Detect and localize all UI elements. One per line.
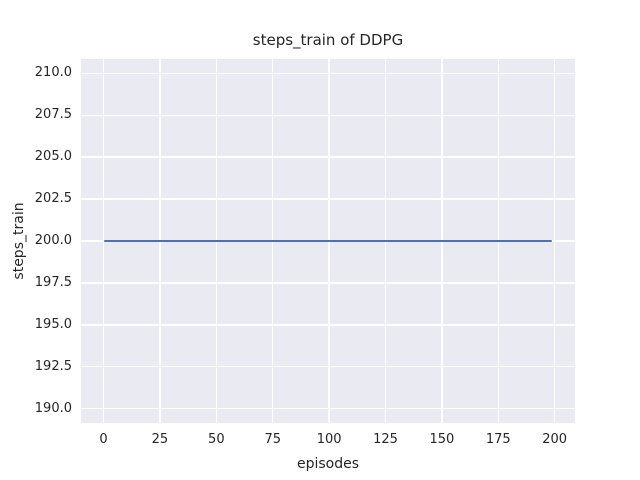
x-tick-label: 25 xyxy=(151,432,169,447)
x-axis-label: episodes xyxy=(296,456,360,472)
y-gridline xyxy=(81,114,575,116)
x-tick-label: 100 xyxy=(316,432,342,447)
y-gridline xyxy=(81,198,575,200)
x-tick-label: 175 xyxy=(485,432,511,447)
y-tick-label: 200.0 xyxy=(34,233,72,248)
x-tick-label: 150 xyxy=(429,432,455,447)
y-tick-label: 207.5 xyxy=(34,107,72,123)
y-tick-label: 190.0 xyxy=(34,400,72,416)
x-tick-label: 50 xyxy=(208,432,225,447)
y-tick-label: 195.0 xyxy=(34,316,72,332)
y-axis-label: steps_train xyxy=(11,202,27,280)
y-tick-label: 197.5 xyxy=(34,274,72,290)
x-tick-label: 125 xyxy=(373,432,398,447)
x-tick-label: 0 xyxy=(99,432,108,447)
x-tick-label: 200 xyxy=(542,432,568,447)
y-tick-label: 205.0 xyxy=(34,149,72,165)
y-tick-label: 192.5 xyxy=(34,358,72,374)
y-gridline xyxy=(81,72,575,74)
y-gridline xyxy=(81,282,575,284)
y-gridline xyxy=(81,324,575,326)
series-line-steps_train xyxy=(103,240,553,242)
y-tick-label: 210.0 xyxy=(34,65,72,81)
y-gridline xyxy=(81,366,575,368)
plot-area xyxy=(81,59,575,423)
y-tick-label: 202.5 xyxy=(34,191,72,207)
x-tick-label: 75 xyxy=(264,432,281,447)
y-gridline xyxy=(81,156,575,158)
y-gridline xyxy=(81,408,575,410)
chart-title: steps_train of DDPG xyxy=(252,31,404,49)
